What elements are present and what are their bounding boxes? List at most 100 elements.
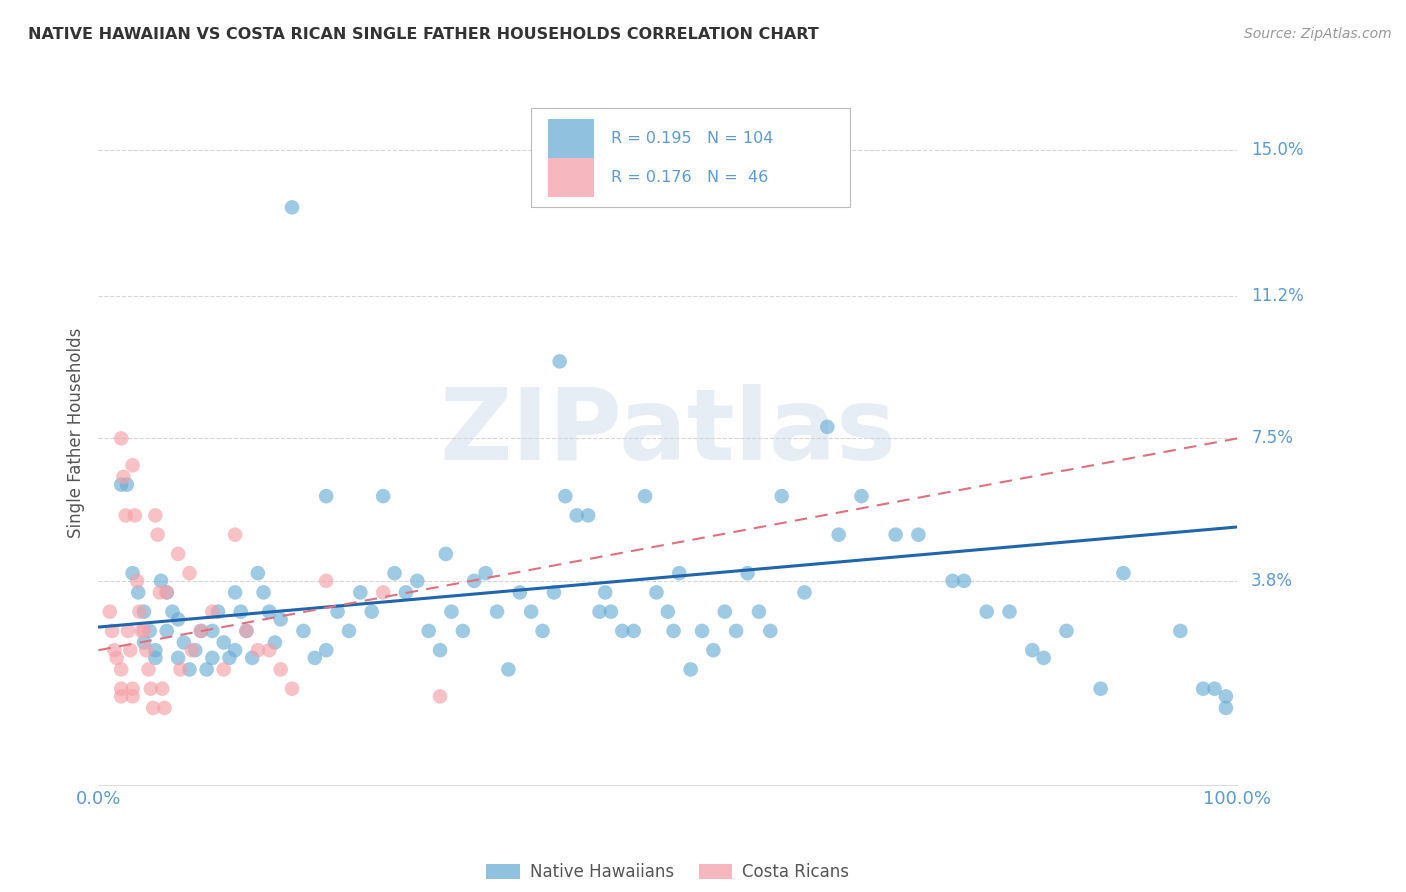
Point [371,585,394,599]
Point [337,624,360,638]
Point [634,489,657,503]
Point [201,624,224,638]
Point [179,662,201,676]
FancyBboxPatch shape [548,158,593,196]
Point [224,643,246,657]
Point [690,624,713,638]
Point [207,605,229,619]
Point [315,574,337,588]
Point [953,574,976,588]
Point [486,605,509,619]
Point [281,200,304,214]
Point [395,585,418,599]
Text: 11.2%: 11.2% [1251,287,1303,305]
Point [371,489,394,503]
Point [463,574,485,588]
Point [474,566,496,581]
Point [167,547,190,561]
Point [156,585,179,599]
FancyBboxPatch shape [548,119,593,158]
Point [235,624,257,638]
Point [110,681,132,696]
Point [1215,701,1237,715]
Text: Source: ZipAtlas.com: Source: ZipAtlas.com [1244,27,1392,41]
Point [162,605,184,619]
Point [429,643,451,657]
Point [907,527,929,541]
Point [554,489,576,503]
Point [828,527,851,541]
Text: R = 0.176   N =  46: R = 0.176 N = 46 [612,169,768,185]
Point [105,651,128,665]
Point [139,681,162,696]
Point [190,624,212,638]
Point [153,701,176,715]
Point [240,651,263,665]
Point [120,643,142,657]
Text: ZIPatlas: ZIPatlas [440,384,896,481]
Point [418,624,440,638]
Point [259,605,281,619]
Point [156,624,179,638]
Point [440,605,463,619]
Text: NATIVE HAWAIIAN VS COSTA RICAN SINGLE FATHER HOUSEHOLDS CORRELATION CHART: NATIVE HAWAIIAN VS COSTA RICAN SINGLE FA… [28,27,818,42]
Point [131,624,153,638]
Point [138,662,160,676]
Point [117,624,139,638]
Text: 7.5%: 7.5% [1251,429,1294,448]
Point [149,585,172,599]
Point [270,662,292,676]
Point [128,605,150,619]
Point [1054,624,1078,638]
Point [1192,681,1215,696]
Point [1170,624,1192,638]
Point [662,624,685,638]
Point [429,690,451,704]
Point [576,508,599,523]
Point [229,605,252,619]
Point [103,643,125,657]
Point [224,527,246,541]
Point [770,489,793,503]
Point [145,508,167,523]
Point [173,635,195,649]
Point [169,662,191,676]
Point [1215,690,1237,704]
Point [702,643,724,657]
Legend: Native Hawaiians, Costa Ricans: Native Hawaiians, Costa Ricans [479,856,856,888]
Text: 15.0%: 15.0% [1251,141,1303,159]
Point [184,643,207,657]
Point [349,585,371,599]
Point [246,643,269,657]
Point [1021,643,1043,657]
Point [1112,566,1135,581]
Point [110,431,132,445]
Point [326,605,349,619]
Point [264,635,287,649]
Point [725,624,748,638]
Point [212,662,235,676]
Point [543,585,565,599]
Point [201,651,224,665]
Point [115,477,138,491]
Point [121,566,143,581]
Point [270,612,292,626]
Point [384,566,406,581]
Point [150,681,173,696]
Point [201,605,224,619]
Point [498,662,520,676]
Point [121,458,143,473]
Point [132,635,155,649]
Point [976,605,998,619]
Point [179,566,201,581]
Point [150,574,173,588]
Point [167,651,190,665]
Point [259,643,281,657]
Point [451,624,474,638]
Point [132,605,155,619]
Point [668,566,690,581]
Point [98,605,121,619]
Point [304,651,326,665]
Point [406,574,429,588]
Point [235,624,257,638]
